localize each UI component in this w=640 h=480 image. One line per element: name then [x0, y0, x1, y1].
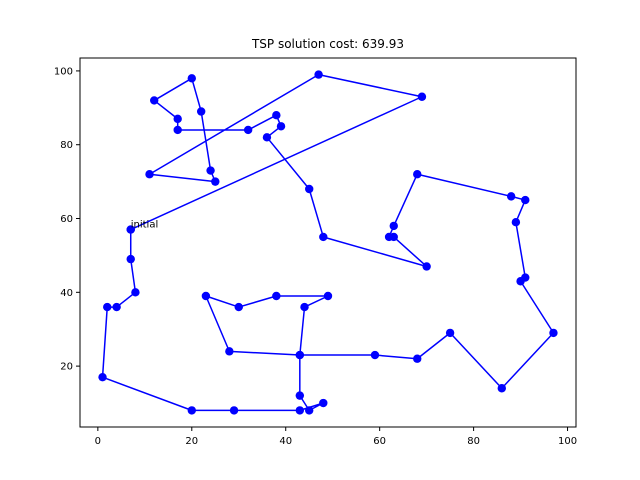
city-point [422, 262, 431, 271]
city-point [389, 221, 398, 231]
city-point [370, 350, 380, 360]
city-point [319, 232, 328, 242]
chart-title: TSP solution cost: 639.93 [251, 37, 404, 51]
city-point [196, 107, 206, 116]
city-point [112, 302, 121, 312]
city-point [262, 133, 272, 142]
y-tick-label: 40 [60, 288, 73, 299]
city-point [145, 170, 154, 179]
city-point [225, 347, 234, 356]
x-tick-label: 40 [279, 436, 292, 447]
city-point [445, 328, 455, 338]
city-point [295, 391, 305, 400]
x-tick-label: 80 [467, 436, 480, 447]
city-point [305, 406, 314, 415]
tick-layer: 0 20 40 60 80 100 20 40 60 80 100 [54, 66, 577, 447]
annotation-initial: initial [131, 220, 159, 231]
city-point [234, 302, 243, 312]
city-point [516, 277, 525, 286]
city-point [211, 177, 220, 186]
x-tick-label: 0 [95, 436, 101, 447]
y-tick-label: 100 [54, 66, 73, 77]
city-point [413, 354, 422, 363]
city-point [295, 406, 305, 415]
plot-layer: initial [98, 70, 558, 415]
city-point [300, 302, 309, 312]
city-point [521, 195, 530, 205]
city-point [276, 122, 286, 131]
city-point [319, 398, 328, 408]
city-point [506, 192, 516, 201]
city-point [126, 225, 135, 234]
x-tick-label: 60 [373, 436, 386, 447]
city-point [131, 288, 140, 297]
x-tick-label: 20 [185, 436, 198, 447]
city-point [173, 125, 182, 135]
y-tick-label: 20 [60, 362, 73, 373]
city-point [243, 125, 253, 135]
y-tick-label: 60 [60, 214, 73, 225]
city-point [126, 254, 135, 264]
city-point [549, 328, 558, 338]
city-point [173, 114, 182, 124]
city-point [272, 110, 281, 120]
city-point [98, 372, 107, 382]
city-point [323, 291, 333, 301]
city-point [229, 406, 239, 415]
x-tick-label: 100 [558, 436, 577, 447]
city-point [103, 302, 112, 312]
city-point [272, 291, 281, 301]
city-point [150, 96, 159, 105]
city-point [413, 170, 422, 179]
city-point [206, 166, 215, 175]
city-point [305, 184, 314, 194]
city-point [314, 70, 323, 79]
city-point [187, 74, 196, 83]
axes-frame [79, 57, 577, 428]
city-point [384, 232, 394, 242]
city-point [201, 291, 211, 301]
city-point [511, 218, 521, 227]
y-tick-label: 80 [60, 140, 73, 151]
city-point [295, 350, 305, 360]
city-point [417, 92, 427, 101]
city-point [187, 406, 196, 415]
city-point [497, 384, 506, 393]
